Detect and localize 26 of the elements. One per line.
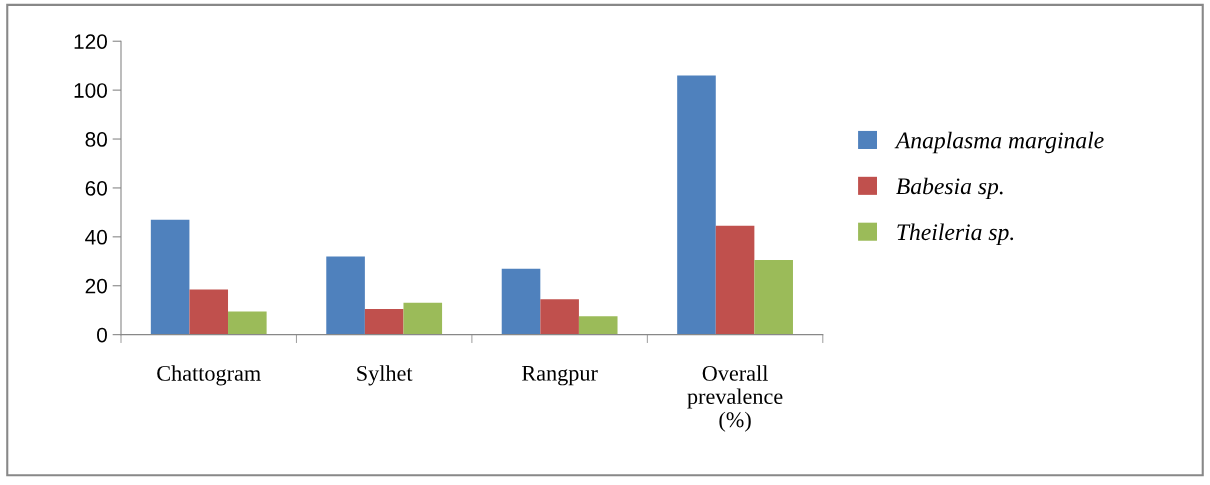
- y-tick-label: 100: [74, 83, 107, 98]
- bar: [189, 289, 229, 335]
- y-tick-label: 80: [85, 132, 107, 147]
- bar: [677, 75, 716, 335]
- y-tick-label: 60: [85, 180, 107, 196]
- bar: [540, 299, 579, 335]
- x-tick-label: Overall prevalence (%): [687, 365, 783, 432]
- legend-label: Theileria sp.: [897, 223, 1014, 245]
- bar: [715, 225, 755, 335]
- bar: [578, 316, 618, 335]
- legend-label: Babesia sp.: [896, 177, 1003, 200]
- bar: [228, 311, 267, 335]
- x-tick-label: Sylhet: [357, 365, 413, 386]
- y-tick-label: 20: [85, 278, 107, 294]
- y-tick-label: 120: [74, 34, 107, 49]
- x-tick-label: Chattogram: [157, 365, 261, 386]
- bar: [326, 256, 365, 335]
- bar: [364, 308, 404, 335]
- bar: [403, 302, 443, 335]
- y-tick-label: 0: [97, 327, 107, 343]
- bar: [150, 219, 190, 335]
- legend-label: Anaplasma marginale: [894, 131, 1104, 154]
- x-tick-label: Rangpur: [522, 366, 598, 386]
- y-tick-label: 40: [85, 229, 107, 245]
- bar: [754, 260, 793, 335]
- bar: [501, 268, 541, 335]
